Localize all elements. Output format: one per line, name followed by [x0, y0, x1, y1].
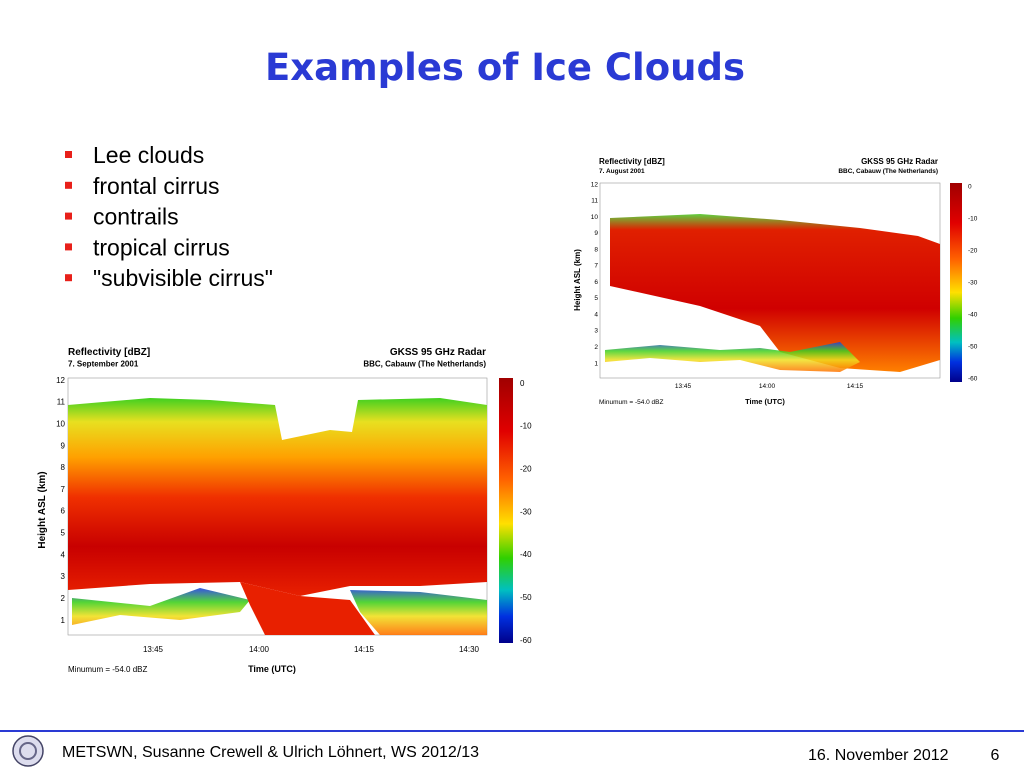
y-tick-label: 6 [594, 279, 598, 286]
low-cloud [72, 588, 487, 635]
header-site: BBC, Cabauw (The Netherlands) [838, 168, 938, 175]
y-tick-label: 8 [61, 463, 66, 472]
logo [12, 735, 44, 767]
x-tick-label: 14:15 [847, 383, 864, 390]
y-tick-label: 9 [594, 230, 598, 237]
y-tick-label: 11 [591, 198, 598, 205]
y-tick-label: 12 [591, 181, 599, 188]
y-tick-label: 1 [594, 360, 598, 367]
bullet-marker [65, 243, 72, 251]
bullet-text: Lee clouds [93, 142, 204, 168]
y-tick-label: 5 [594, 295, 598, 302]
bullet-text: frontal cirrus [93, 173, 220, 199]
x-tick-label: 14:30 [459, 645, 480, 654]
x-tick-label: 13:45 [675, 383, 692, 390]
y-tick-label: 3 [594, 328, 598, 335]
colorbar-tick-label: -60 [968, 375, 978, 382]
colorbar-tick-label: -50 [968, 343, 978, 350]
y-axis-label: Height ASL (km) [573, 249, 582, 311]
colorbar-tick-label: -10 [968, 215, 978, 222]
y-tick-label: 12 [56, 376, 65, 385]
precip-plume [240, 582, 375, 635]
y-tick-label: 2 [61, 594, 66, 603]
x-tick-label: 14:00 [759, 383, 776, 390]
y-tick-label: 8 [594, 246, 598, 253]
bullet-text: contrails [93, 204, 179, 230]
colorbar-tick-label: -50 [520, 593, 532, 602]
y-tick-label: 7 [61, 485, 66, 494]
page-number: 6 [991, 747, 1000, 764]
cloud-layer [610, 214, 940, 372]
header-date: 7. September 2001 [68, 360, 139, 369]
y-tick-label: 3 [61, 572, 66, 581]
bullet-marker [65, 181, 72, 189]
y-axis-label: Height ASL (km) [37, 471, 48, 548]
header-site: BBC, Cabauw (The Netherlands) [363, 360, 486, 369]
colorbar-tick-label: -30 [520, 507, 532, 516]
colorbar-tick-label: -20 [968, 247, 978, 254]
header-left: Reflectivity [dBZ] [599, 157, 665, 166]
colorbar-tick-label: -30 [968, 279, 978, 286]
y-tick-label: 7 [594, 263, 598, 270]
header-left: Reflectivity [dBZ] [68, 347, 150, 358]
x-axis-label: Time (UTC) [745, 397, 785, 406]
colorbar [950, 183, 962, 382]
header-right: GKSS 95 GHz Radar [390, 347, 486, 358]
x-tick-label: 13:45 [143, 645, 164, 654]
y-tick-label: 4 [61, 550, 66, 559]
y-tick-label: 9 [61, 441, 66, 450]
colorbar-tick-label: 0 [968, 183, 972, 190]
y-tick-label: 1 [61, 616, 66, 625]
low-cloud [605, 342, 860, 372]
y-tick-label: 10 [591, 214, 599, 221]
x-tick-label: 14:15 [354, 645, 375, 654]
bullet-marker [65, 151, 72, 158]
cloud-layer [68, 398, 487, 596]
y-tick-label: 4 [594, 311, 598, 318]
header-right: GKSS 95 GHz Radar [861, 157, 938, 166]
colorbar-tick-label: -20 [520, 464, 532, 473]
colorbar-tick-label: -60 [520, 636, 532, 645]
x-tick-label: 14:00 [249, 645, 270, 654]
colorbar-tick-label: -10 [520, 422, 532, 431]
bullet-text: tropical cirrus [93, 234, 230, 260]
y-tick-label: 10 [56, 419, 65, 428]
x-axis-label: Time (UTC) [248, 664, 296, 674]
colorbar-tick-label: 0 [520, 379, 525, 388]
bullet-marker [65, 212, 72, 220]
bullet-marker [65, 274, 72, 282]
colorbar-tick-label: -40 [968, 311, 978, 318]
y-tick-label: 6 [61, 507, 66, 516]
bullet-text: "subvisible cirrus" [93, 265, 273, 291]
y-tick-label: 5 [61, 529, 66, 538]
header-date: 7. August 2001 [599, 168, 645, 175]
colorbar-tick-label: -40 [520, 550, 532, 559]
note: Minumum = -54.0 dBZ [599, 399, 664, 406]
note: Minumum = -54.0 dBZ [68, 665, 147, 674]
y-tick-label: 2 [594, 344, 598, 351]
slide-title: Examples of Ice Clouds [265, 46, 745, 89]
logo [19, 742, 37, 760]
y-tick-label: 11 [57, 398, 66, 407]
footer-text: METSWN, Susanne Crewell & Ulrich Löhnert… [62, 744, 479, 761]
footer-date: 16. November 2012 [808, 747, 949, 764]
colorbar [499, 378, 513, 643]
